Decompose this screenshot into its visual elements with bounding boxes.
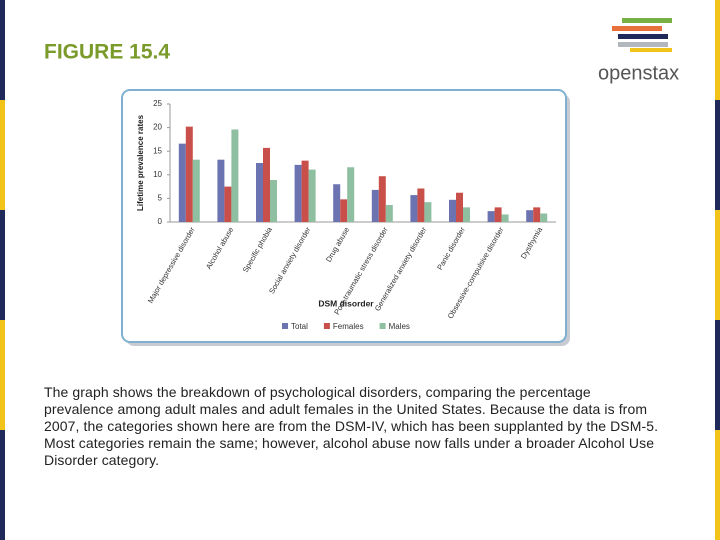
edge-stripe bbox=[715, 100, 720, 210]
edge-stripe bbox=[715, 0, 720, 100]
y-tick-label: 15 bbox=[153, 146, 162, 155]
figure-title: FIGURE 15.4 bbox=[44, 41, 170, 64]
bar bbox=[256, 163, 263, 222]
bar bbox=[217, 159, 225, 222]
bar bbox=[456, 192, 463, 222]
x-axis-label: DSM disorder bbox=[318, 298, 374, 308]
caption: The graph shows the breakdown of psychol… bbox=[44, 384, 659, 468]
legend-swatch bbox=[323, 323, 330, 329]
legend-label: Total bbox=[291, 322, 308, 331]
y-tick-label: 20 bbox=[153, 123, 162, 132]
edge-stripe bbox=[715, 320, 720, 430]
bar bbox=[487, 211, 495, 222]
bar bbox=[385, 205, 393, 222]
bar bbox=[449, 199, 456, 222]
bar bbox=[463, 207, 470, 222]
edge-stripe bbox=[0, 100, 5, 210]
bar bbox=[417, 188, 425, 222]
y-tick-label: 25 bbox=[153, 99, 162, 108]
legend-swatch bbox=[379, 323, 386, 329]
bar bbox=[263, 147, 270, 222]
bar bbox=[231, 129, 239, 222]
bar bbox=[224, 186, 232, 222]
bar bbox=[424, 202, 432, 222]
legend-swatch bbox=[282, 323, 288, 329]
edge-stripe bbox=[0, 210, 5, 320]
bar bbox=[371, 189, 379, 222]
edge-stripe bbox=[0, 430, 5, 540]
edge-stripe bbox=[0, 0, 5, 100]
edge-stripe bbox=[0, 320, 5, 430]
bar bbox=[378, 176, 386, 222]
bar bbox=[294, 164, 302, 222]
bar bbox=[410, 195, 418, 222]
y-tick-label: 5 bbox=[158, 194, 163, 203]
y-tick-label: 0 bbox=[158, 217, 163, 226]
bar bbox=[540, 213, 548, 222]
bar bbox=[301, 160, 309, 222]
bar bbox=[270, 179, 277, 222]
bar bbox=[501, 214, 509, 222]
bar bbox=[308, 169, 316, 222]
bar bbox=[333, 184, 341, 222]
legend-label: Males bbox=[389, 322, 410, 331]
y-tick-label: 10 bbox=[153, 170, 162, 179]
bar bbox=[340, 199, 348, 222]
bar bbox=[533, 207, 541, 222]
edge-stripe bbox=[715, 430, 720, 540]
bar bbox=[178, 143, 186, 222]
logo-mark bbox=[612, 18, 672, 52]
bar bbox=[526, 210, 534, 222]
edge-stripe bbox=[715, 210, 720, 320]
logo-text: openstax bbox=[598, 62, 679, 84]
bar bbox=[192, 159, 200, 222]
bar bbox=[347, 167, 355, 222]
legend-label: Females bbox=[333, 322, 364, 331]
bar bbox=[185, 126, 193, 222]
y-axis-label: Lifetime prevalence rates bbox=[136, 114, 145, 211]
bar bbox=[494, 207, 502, 222]
